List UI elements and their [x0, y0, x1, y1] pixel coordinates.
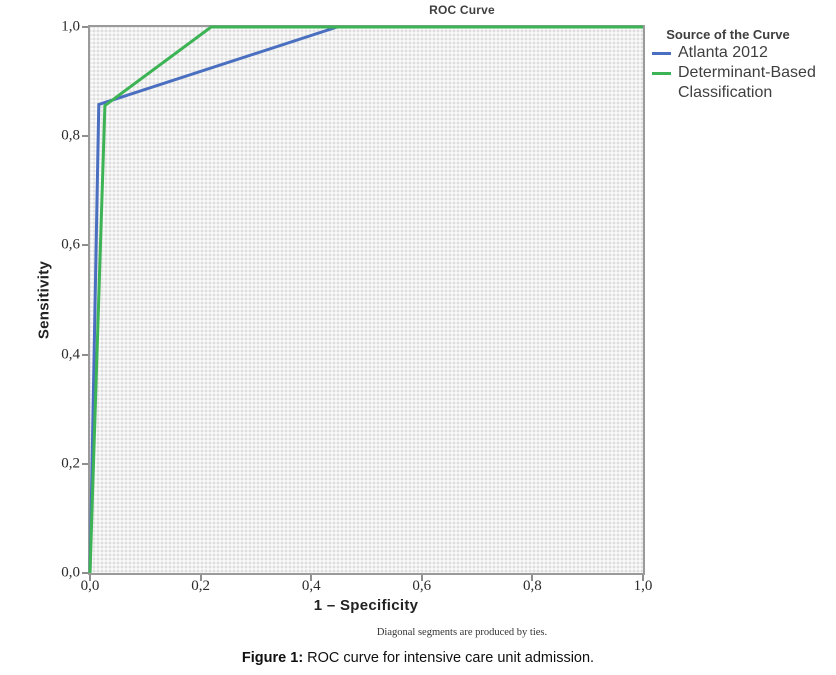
- y-tick-label: 0,8: [61, 127, 80, 144]
- x-tick-mark: [89, 575, 91, 581]
- legend-label: Determinant-Based Classification: [678, 63, 816, 101]
- figure-caption: Figure 1: ROC curve for intensive care u…: [0, 650, 836, 666]
- legend-item: Atlanta 2012: [650, 43, 834, 63]
- x-axis-label: 1 – Specificity: [313, 597, 419, 614]
- x-tick-mark: [310, 575, 313, 581]
- series-determinant-based-classification: [88, 25, 643, 574]
- plot-area: 1,0 0,8 0,6 0,4 0,2 0,0 0,0 0,2 0,4 0,6 0,8 1,0: [61, 19, 652, 595]
- x-tick-label: 0,8: [523, 578, 542, 594]
- footnote: Diagonal segments are produced by ties.: [376, 627, 548, 638]
- legend-line-swatch: [652, 51, 671, 55]
- caption-prefix: Figure 1:: [241, 650, 304, 666]
- y-tick-mark: [82, 353, 88, 356]
- y-tick-mark: [82, 572, 88, 574]
- legend-label: Atlanta 2012: [678, 43, 768, 61]
- y-tick-mark: [82, 26, 88, 28]
- y-tick-mark: [82, 135, 88, 138]
- x-tick-mark: [199, 575, 202, 581]
- legend-title: Source of the Curve: [666, 27, 790, 42]
- x-tick-label: 0,0: [80, 578, 100, 594]
- y-tick-mark: [82, 462, 88, 465]
- x-tick-label: 0,6: [412, 578, 432, 594]
- y-tick-label: 0,2: [61, 455, 80, 472]
- legend-item: Determinant-Based Classification: [650, 63, 834, 103]
- y-tick-label: 1,0: [61, 18, 80, 35]
- chart-title: ROC Curve: [429, 3, 495, 17]
- y-tick-label: 0,4: [61, 346, 80, 363]
- x-tick-label: 0,4: [301, 578, 321, 594]
- legend-items: Atlanta 2012 Determinant-Based Classifica…: [650, 43, 834, 103]
- legend: Source of the Curve Atlanta 2012 Determin…: [650, 28, 834, 103]
- x-tick-mark: [642, 575, 644, 581]
- x-tick-label: 1,0: [633, 578, 653, 594]
- roc-curves: [88, 25, 643, 574]
- series-atlanta-2012: [88, 25, 643, 574]
- y-axis-label: Sensitivity: [35, 260, 53, 340]
- x-tick-mark: [420, 575, 423, 581]
- caption-text: ROC curve for intensive care unit admiss…: [303, 650, 595, 666]
- x-tick-label: 0,2: [191, 578, 210, 594]
- legend-line-swatch: [652, 71, 671, 75]
- x-tick-mark: [531, 575, 534, 581]
- y-tick-label: 0,0: [61, 564, 80, 581]
- y-tick-label: 0,6: [61, 236, 80, 253]
- y-tick-mark: [82, 244, 88, 247]
